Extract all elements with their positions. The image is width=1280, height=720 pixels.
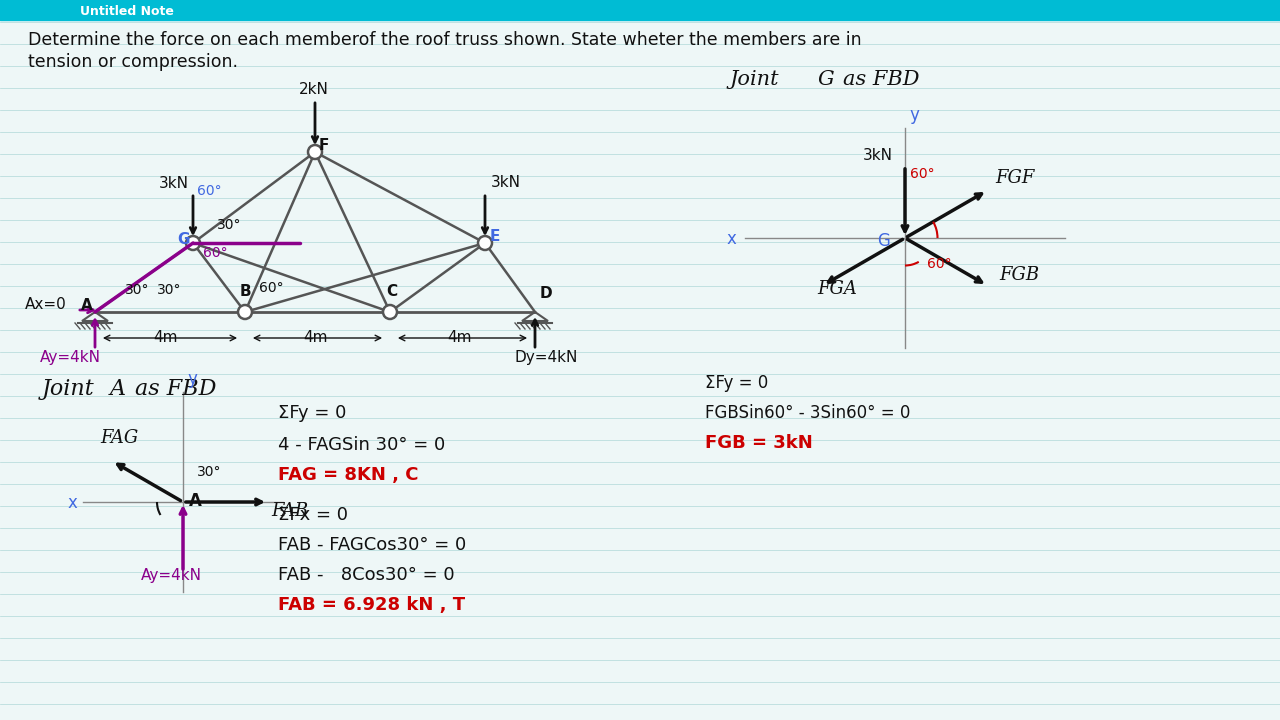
Text: y: y — [187, 370, 197, 388]
Text: G: G — [877, 232, 890, 250]
Text: G: G — [177, 232, 189, 247]
Text: FGA: FGA — [818, 279, 858, 297]
Text: C: C — [387, 284, 397, 299]
Text: FGBSin60° - 3Sin60° = 0: FGBSin60° - 3Sin60° = 0 — [705, 404, 910, 422]
Text: 30°: 30° — [218, 218, 242, 232]
Text: G: G — [818, 70, 835, 89]
Text: ΣFy = 0: ΣFy = 0 — [278, 404, 347, 422]
Text: 4m: 4m — [303, 330, 328, 345]
Text: FAG = 8KN , C: FAG = 8KN , C — [278, 466, 419, 484]
Text: FAB: FAB — [271, 502, 308, 520]
Text: 30°: 30° — [125, 283, 150, 297]
Circle shape — [383, 305, 397, 319]
Circle shape — [308, 145, 323, 159]
Text: as FBD: as FBD — [844, 70, 919, 89]
Text: Ax=0: Ax=0 — [26, 297, 67, 312]
Text: F: F — [319, 138, 329, 153]
Text: FAB - FAGCos30° = 0: FAB - FAGCos30° = 0 — [278, 536, 466, 554]
Text: 60°: 60° — [204, 246, 228, 260]
Text: Dy=4kN: Dy=4kN — [515, 350, 579, 365]
Circle shape — [186, 236, 200, 250]
Text: 3kN: 3kN — [863, 148, 893, 163]
Text: Ay=4kN: Ay=4kN — [40, 350, 101, 365]
Text: B: B — [241, 284, 252, 299]
Text: A: A — [81, 298, 92, 313]
Text: tension or compression.: tension or compression. — [28, 53, 238, 71]
Text: D: D — [540, 286, 553, 301]
Text: A: A — [110, 378, 127, 400]
Text: 60°: 60° — [197, 184, 221, 198]
Text: 4m: 4m — [152, 330, 177, 345]
Text: y: y — [909, 106, 919, 124]
Text: 4m: 4m — [448, 330, 472, 345]
Text: FGB: FGB — [1000, 266, 1039, 284]
Text: as FBD: as FBD — [134, 378, 216, 400]
Text: FAB -   8Cos30° = 0: FAB - 8Cos30° = 0 — [278, 566, 454, 584]
Text: ΣFx = 0: ΣFx = 0 — [278, 506, 348, 524]
Text: x: x — [68, 494, 78, 512]
Text: Untitled Note: Untitled Note — [79, 4, 174, 17]
Text: 4 - FAGSin 30° = 0: 4 - FAGSin 30° = 0 — [278, 436, 445, 454]
Text: 60°: 60° — [910, 167, 934, 181]
Text: FAB = 6.928 kN , T: FAB = 6.928 kN , T — [278, 596, 465, 614]
Text: Joint: Joint — [730, 70, 780, 89]
Text: 60°: 60° — [927, 257, 951, 271]
Text: FGF: FGF — [996, 168, 1034, 186]
Text: 3kN: 3kN — [159, 176, 189, 191]
Text: FGB = 3kN: FGB = 3kN — [705, 434, 813, 452]
Text: 3kN: 3kN — [492, 175, 521, 190]
Text: x: x — [727, 230, 737, 248]
Text: Ay=4kN: Ay=4kN — [141, 568, 202, 583]
Text: 2kN: 2kN — [300, 82, 329, 97]
Text: 60°: 60° — [259, 281, 284, 295]
Text: FAG: FAG — [100, 429, 138, 447]
Text: E: E — [490, 229, 500, 244]
Text: Determine the force on each memberof the roof truss shown. State wheter the memb: Determine the force on each memberof the… — [28, 31, 861, 49]
Text: Joint: Joint — [42, 378, 95, 400]
Circle shape — [477, 236, 492, 250]
Text: A: A — [189, 492, 202, 510]
Text: ΣFy = 0: ΣFy = 0 — [705, 374, 768, 392]
Text: 30°: 30° — [197, 465, 221, 479]
Text: 30°: 30° — [157, 283, 182, 297]
Circle shape — [238, 305, 252, 319]
